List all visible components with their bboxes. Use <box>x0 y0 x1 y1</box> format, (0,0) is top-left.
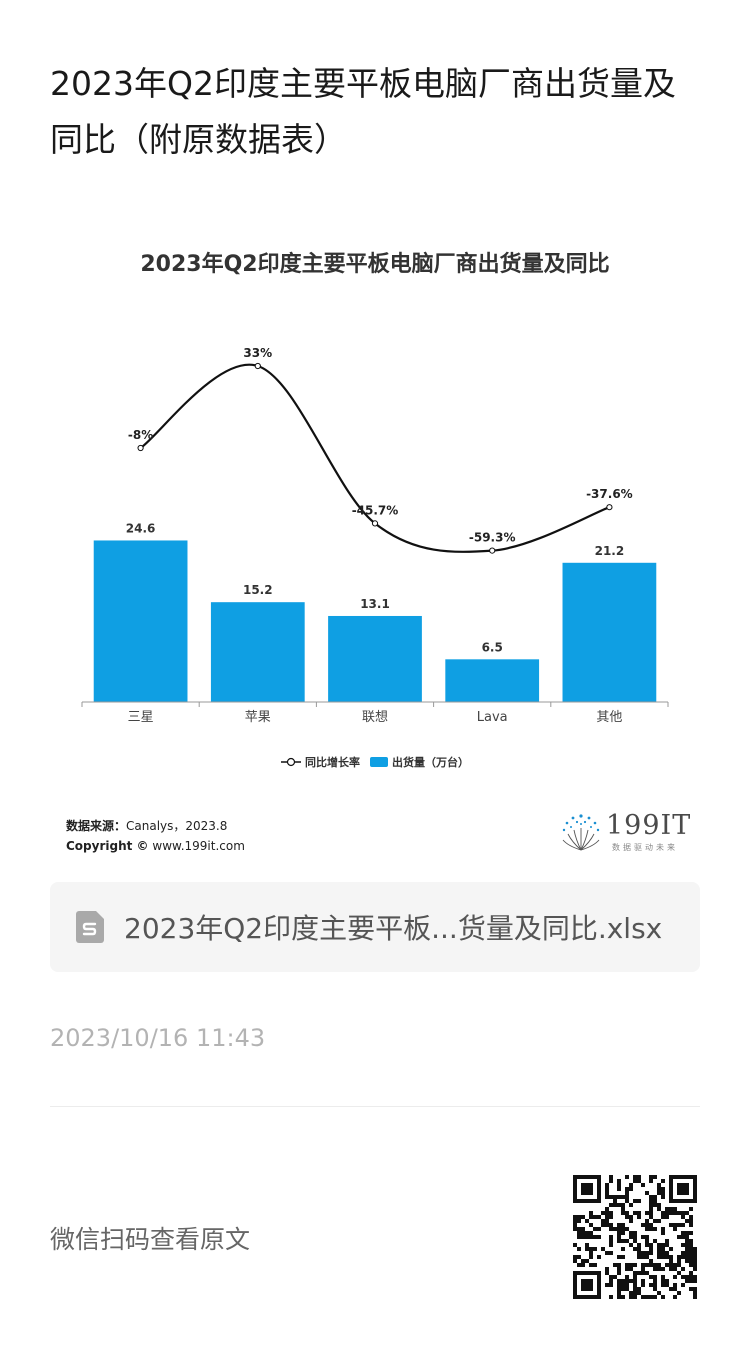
bar-value-label-0: 24.6 <box>126 521 156 535</box>
source-block: 数据来源：Canalys，2023.8 Copyright © www.199i… <box>66 816 245 856</box>
bar-value-label-2: 13.1 <box>360 597 390 611</box>
x-tick-label-2: 联想 <box>362 709 388 725</box>
attachment-file-card[interactable]: 2023年Q2印度主要平板...货量及同比.xlsx <box>50 882 700 972</box>
source-label: 数据来源： <box>66 819 127 833</box>
divider <box>50 1106 700 1107</box>
legend-bar-marker-icon <box>370 757 388 767</box>
qr-finder-top-right <box>669 1175 697 1179</box>
brand-name: 199IT <box>606 810 692 841</box>
post-timestamp: 2023/10/16 11:43 <box>50 1024 266 1052</box>
copyright-text: www.199it.com <box>152 839 245 853</box>
source-line: 数据来源：Canalys，2023.8 <box>66 816 245 836</box>
article-title: 2023年Q2印度主要平板电脑厂商出货量及同比（附原数据表） <box>50 64 676 159</box>
line-point-1 <box>254 362 261 370</box>
source-text: Canalys，2023.8 <box>126 819 228 833</box>
legend-bar-label: 出货量（万台） <box>392 756 469 769</box>
dandelion-logo-icon <box>562 814 600 851</box>
legend-line-marker-icon <box>281 757 301 767</box>
bar-value-label-1: 15.2 <box>243 583 273 597</box>
bar-4 <box>562 562 657 702</box>
line-value-label-0: -8% <box>128 428 153 442</box>
legend-item-bar: 出货量（万台） <box>370 754 469 770</box>
legend-line-label: 同比增长率 <box>305 756 360 769</box>
chart-title: 2023年Q2印度主要平板电脑厂商出货量及同比 <box>140 252 610 277</box>
chart-canvas: 24.6 15.2 13.1 6.5 21.2 三星 苹果 联想 Lava 其他 -8% 33% -45… <box>81 346 669 725</box>
line-point-2 <box>371 520 379 527</box>
chart-card: 24.6 15.2 13.1 6.5 21.2 三星 苹果 联想 Lava 其他 -8% 33% -45… <box>50 228 700 868</box>
bar-3 <box>445 659 540 702</box>
qr-code-icon[interactable] <box>573 1175 697 1299</box>
line-value-label-4: -37.6% <box>586 487 633 501</box>
line-point-0 <box>137 444 144 452</box>
line-point-4 <box>606 504 613 511</box>
qr-finder-top-left <box>573 1175 601 1179</box>
brand-logo: 199IT 数据驱动未来 <box>558 808 692 858</box>
copyright-label: Copyright © <box>66 839 149 853</box>
line-value-label-2: -45.7% <box>352 503 399 517</box>
qr-finder-bottom-left <box>573 1271 601 1275</box>
line-point-3 <box>489 547 496 554</box>
spreadsheet-file-icon <box>76 911 104 943</box>
bar-0 <box>93 540 188 702</box>
growth-rate-line <box>139 363 610 553</box>
brand-tagline: 数据驱动未来 <box>612 843 678 852</box>
copyright-line: Copyright © www.199it.com <box>66 836 245 856</box>
line-value-label-1: 33% <box>243 346 272 360</box>
attachment-file-name: 2023年Q2印度主要平板...货量及同比.xlsx <box>124 912 663 945</box>
bar-1 <box>210 602 305 702</box>
bar-2 <box>328 615 422 702</box>
x-tick-label-3: Lava <box>477 710 508 725</box>
scan-to-view-text: 微信扫码查看原文 <box>50 1225 251 1254</box>
bar-value-label-3: 6.5 <box>482 640 503 654</box>
x-tick-label-0: 三星 <box>128 710 154 725</box>
x-tick-label-4: 其他 <box>596 710 622 725</box>
x-tick-label-1: 苹果 <box>245 710 271 725</box>
bar-value-label-4: 21.2 <box>595 544 625 558</box>
legend-item-line: 同比增长率 <box>281 754 360 770</box>
chart-legend: 同比增长率 出货量（万台） <box>50 754 700 770</box>
line-value-label-3: -59.3% <box>469 531 516 545</box>
